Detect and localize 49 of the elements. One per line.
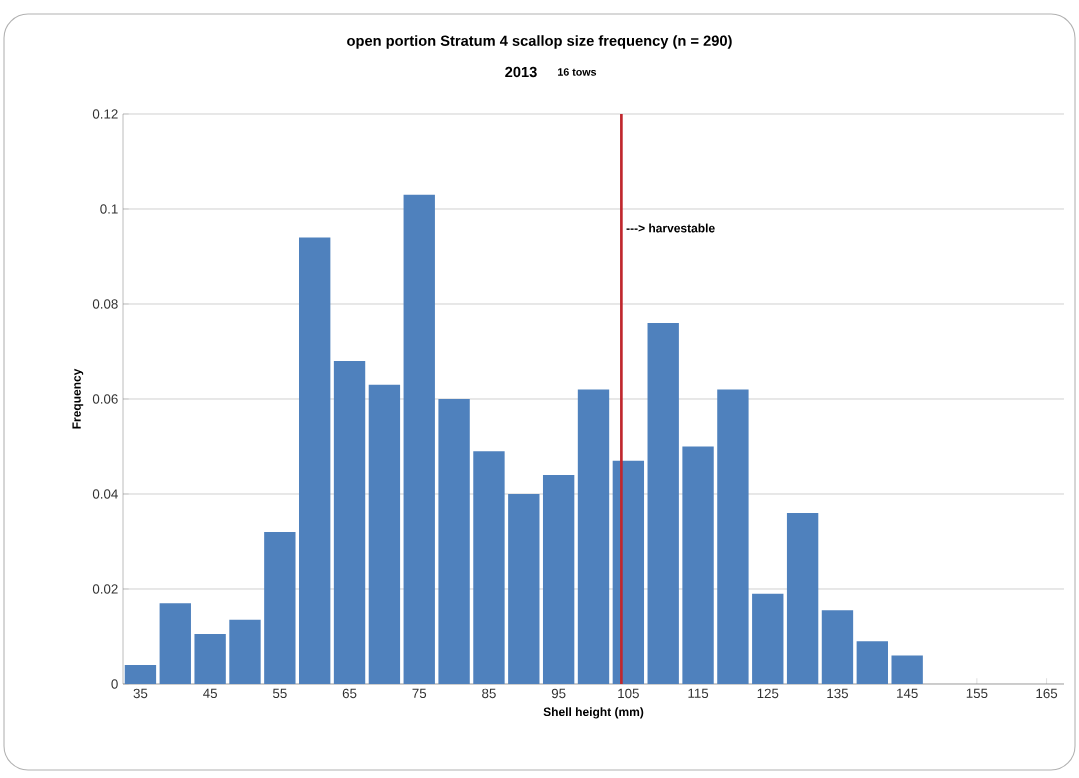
y-tick-label: 0.12 (92, 109, 118, 119)
x-tick-label: 105 (618, 688, 639, 699)
bar (647, 322, 679, 684)
x-axis-title: Shell height (mm) (543, 707, 644, 719)
bar (438, 398, 470, 684)
bar (821, 610, 854, 684)
x-tick-label: 115 (688, 688, 709, 698)
bar (159, 603, 191, 684)
ref-line-label: ---> harvestable (626, 223, 715, 233)
x-tick-label: 165 (1036, 688, 1058, 699)
x-tick-label: 95 (551, 688, 566, 699)
bar (682, 446, 714, 684)
y-axis-title: Frequency (72, 368, 84, 429)
bar (473, 451, 505, 684)
x-tick-label: 35 (133, 688, 148, 699)
x-tick-label: 45 (203, 688, 217, 698)
y-tick-label: 0.06 (92, 394, 118, 404)
bar (891, 655, 923, 684)
x-tick-label: 75 (412, 688, 427, 698)
bar (299, 237, 331, 684)
x-tick-label: 155 (966, 688, 988, 698)
bar (856, 641, 888, 684)
bar (717, 389, 749, 684)
bar (786, 512, 819, 684)
x-tick-label: 85 (482, 688, 496, 699)
bar (194, 634, 226, 684)
chart-title: open portion Stratum 4 scallop size frequency (n = 290) (347, 35, 732, 49)
x-tick-label: 55 (272, 688, 287, 698)
chart-subtitle: 2013 (505, 66, 537, 78)
bar (264, 531, 296, 684)
bar (508, 493, 540, 684)
x-tick-label: 125 (757, 688, 779, 699)
bar (403, 194, 435, 684)
bar (752, 593, 784, 684)
bar (368, 384, 401, 684)
bar (577, 389, 610, 684)
x-tick-label: 135 (827, 688, 849, 699)
y-tick-label: 0.02 (92, 584, 118, 594)
y-tick-label: 0.08 (92, 299, 118, 309)
y-tick-label: 0 (111, 679, 118, 689)
x-tick-label: 65 (342, 688, 357, 699)
x-tick-label: 145 (897, 688, 918, 698)
text: 16 tows (558, 68, 597, 76)
bar (333, 360, 366, 684)
y-tick-label: 0.04 (92, 489, 118, 499)
bar (124, 664, 157, 684)
bar (229, 619, 261, 684)
bar (542, 474, 575, 684)
y-tick-label: 0.1 (100, 204, 118, 214)
